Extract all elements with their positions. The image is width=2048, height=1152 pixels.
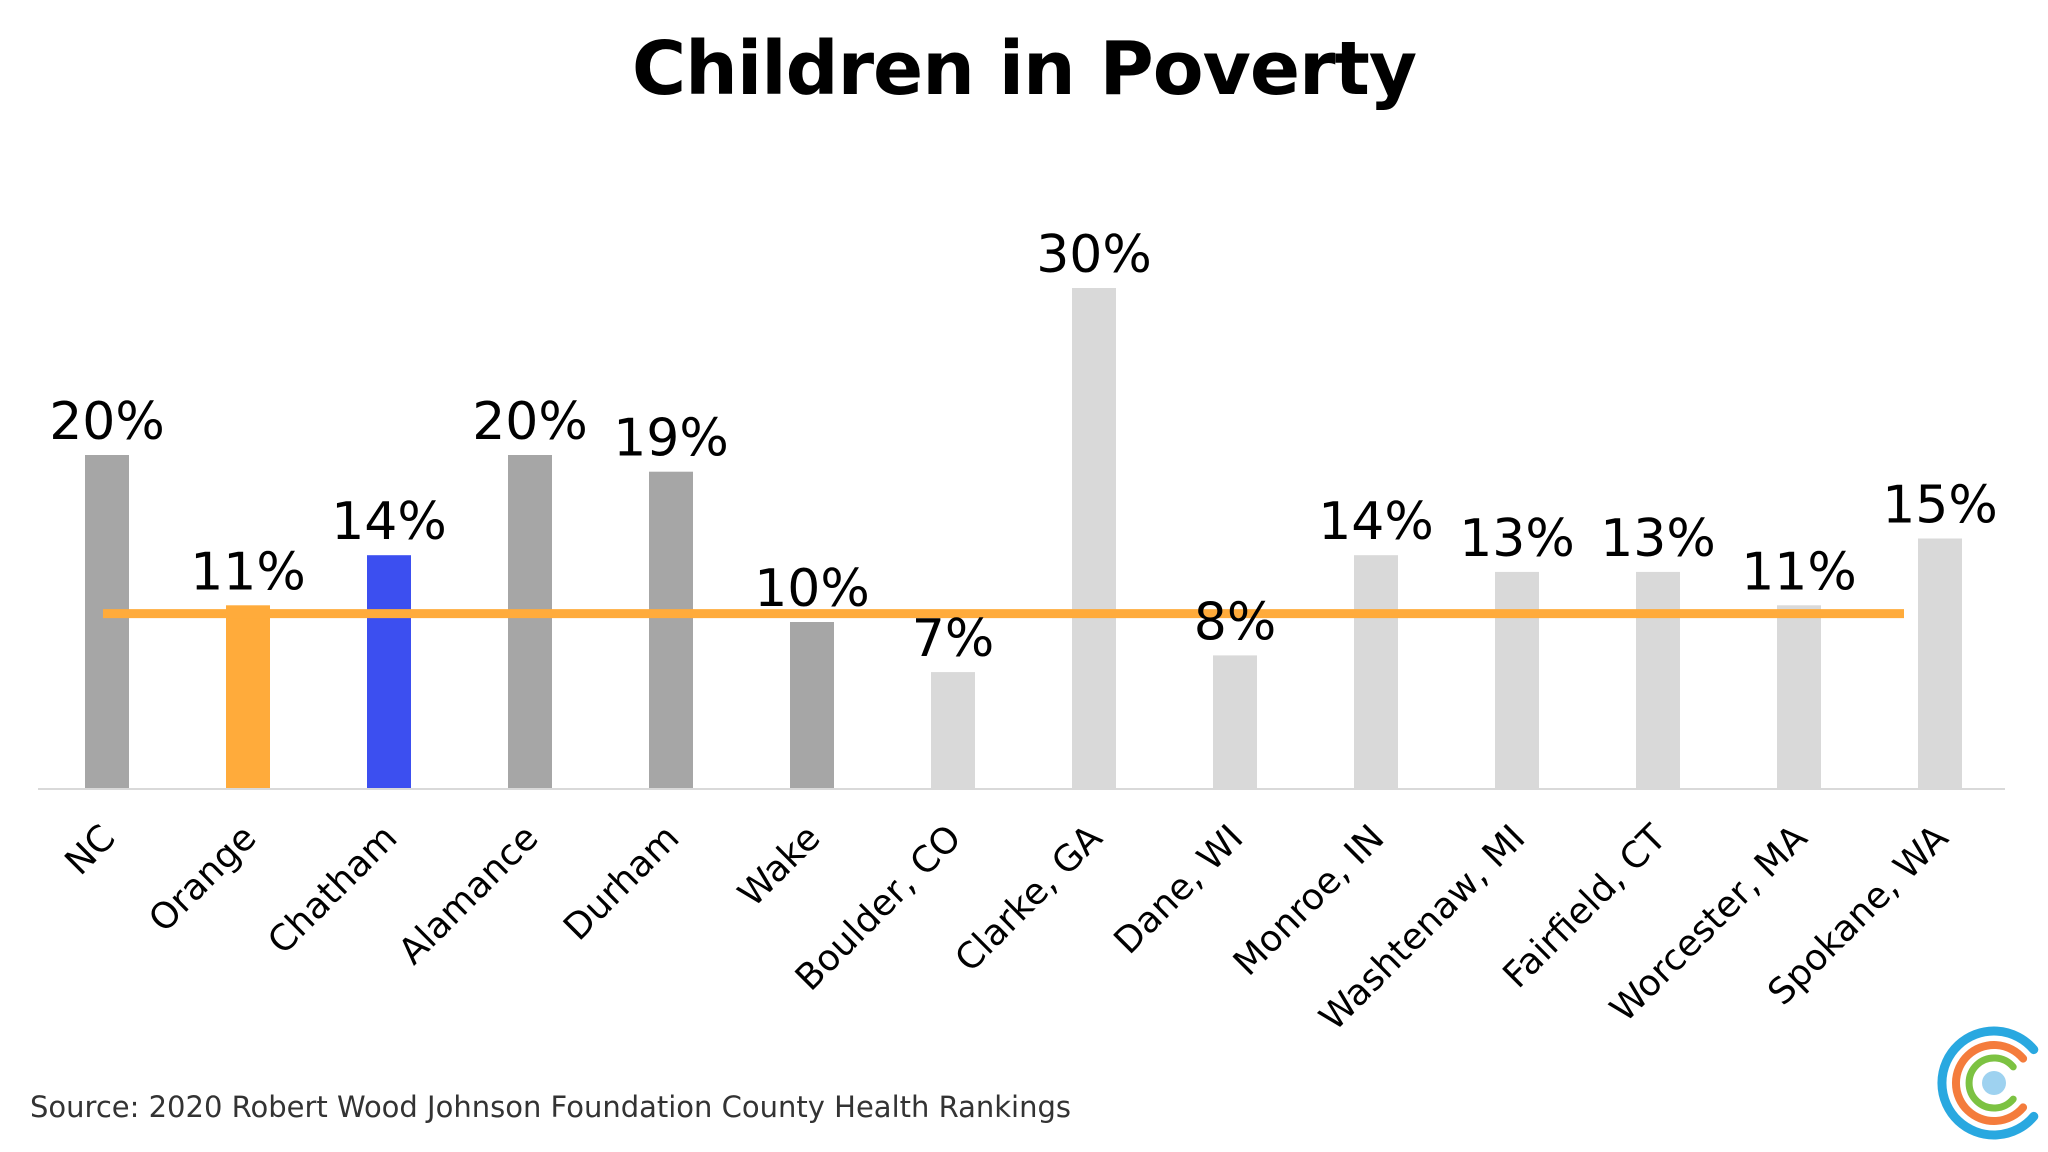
value-label-spokane-wa: 15% [1882,476,1998,536]
category-label-nc: NC [58,817,124,883]
logo-middle-arc [1952,1041,2028,1125]
chart-title: Children in Poverty [631,26,1417,112]
value-label-worcester-ma: 11% [1741,542,1857,602]
category-label-orange: Orange [141,817,264,940]
value-label-nc: 20% [49,392,165,452]
bar-wake [790,622,834,789]
bar-monroe-in [1354,555,1398,789]
category-label-dane-wi: Dane, WI [1107,817,1252,962]
logo-center-dot [1982,1071,2006,1095]
bar-dane-wi [1213,655,1257,789]
concentric-c-logo [1937,1026,2039,1140]
category-label-durham: Durham [556,817,687,948]
value-label-boulder-co: 7% [912,609,995,669]
bar-spokane-wa [1918,538,1962,789]
value-label-alamance: 20% [472,392,588,452]
bar-durham [649,471,693,789]
bar-chatham [367,555,411,789]
bar-clarke-ga [1072,288,1116,789]
bar-fairfield-ct [1636,571,1680,789]
bar-alamance [508,455,552,789]
bar-nc [85,455,129,789]
bar-boulder-co [931,672,975,789]
value-label-wake: 10% [754,559,870,619]
value-label-monroe-in: 14% [1318,492,1434,552]
category-label-chatham: Chatham [260,817,405,962]
value-label-clarke-ga: 30% [1036,225,1152,285]
value-label-dane-wi: 8% [1194,592,1277,652]
value-label-orange: 11% [190,542,306,602]
bar-orange [226,605,270,789]
source-note: Source: 2020 Robert Wood Johnson Foundat… [30,1090,1072,1124]
bar-worcester-ma [1777,605,1821,789]
bars-layer [85,288,1962,789]
logo-inner-arc [1965,1054,2017,1112]
value-label-washtenaw-mi: 13% [1459,509,1575,569]
bar-washtenaw-mi [1495,571,1539,789]
category-label-alamance: Alamance [391,817,546,972]
value-label-chatham: 14% [331,492,447,552]
value-label-durham: 19% [613,409,729,469]
value-labels-layer: 20% 11% 14% 20% 19% 10% 7% 30% 8% 14% 13% 13% 11% 15% [49,225,1998,669]
category-label-clarke-ga: Clarke, GA [948,817,1111,980]
logo-outer-arc [1937,1026,2039,1140]
value-label-fairfield-ct: 13% [1600,509,1716,569]
category-label-wake: Wake [731,817,829,915]
